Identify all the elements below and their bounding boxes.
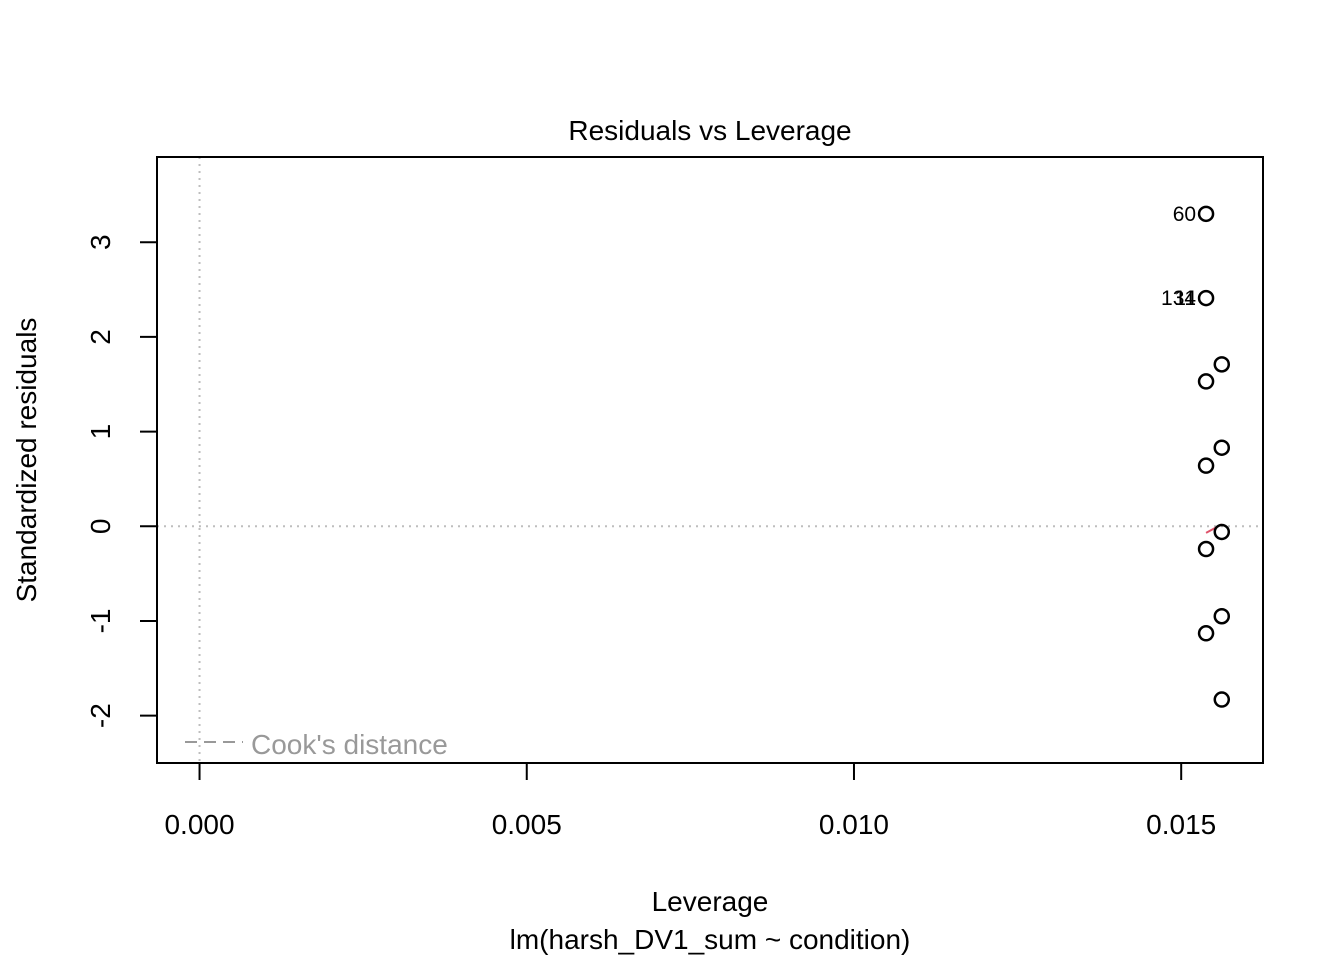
- point-label: 60: [1173, 203, 1196, 226]
- model-subtitle: lm(harsh_DV1_sum ~ condition): [510, 924, 911, 955]
- data-point: [1213, 691, 1231, 708]
- x-tick-label: 0.010: [819, 809, 889, 840]
- point-label: 11: [1174, 287, 1196, 310]
- data-point: [1197, 373, 1215, 390]
- x-axis-label: Leverage: [652, 886, 769, 917]
- x-tick-label: 0.005: [492, 809, 562, 840]
- y-tick-label: 3: [85, 234, 116, 250]
- x-axis: 0.000 0.005 0.010 0.015: [164, 762, 1216, 840]
- point-label: 134: [1161, 287, 1196, 310]
- x-tick-label: 0.015: [1146, 809, 1216, 840]
- legend: Cook's distance: [185, 729, 448, 760]
- y-axis-label: Standardized residuals: [11, 318, 42, 603]
- plot-title: Residuals vs Leverage: [568, 115, 851, 146]
- y-tick-label: 1: [85, 424, 116, 440]
- legend-label: Cook's distance: [251, 729, 448, 760]
- x-tick-label: 0.000: [164, 809, 234, 840]
- data-point: [1213, 439, 1231, 456]
- y-tick-label: 2: [85, 329, 116, 345]
- data-point: [1197, 457, 1215, 474]
- data-point: [1197, 289, 1215, 307]
- data-point: [1197, 205, 1215, 223]
- y-tick-label: 0: [85, 518, 116, 534]
- data-point: [1213, 607, 1231, 625]
- y-axis: -2 -1 0 1 2 3: [85, 234, 158, 728]
- data-point: [1213, 523, 1231, 541]
- reference-lines: [157, 157, 1263, 763]
- data-points: [1197, 205, 1231, 708]
- data-point: [1197, 625, 1215, 642]
- y-tick-label: -2: [85, 703, 116, 728]
- y-tick-label: -1: [85, 609, 116, 634]
- plot-box: [156, 156, 1264, 764]
- data-point: [1197, 540, 1215, 558]
- data-point: [1213, 356, 1231, 373]
